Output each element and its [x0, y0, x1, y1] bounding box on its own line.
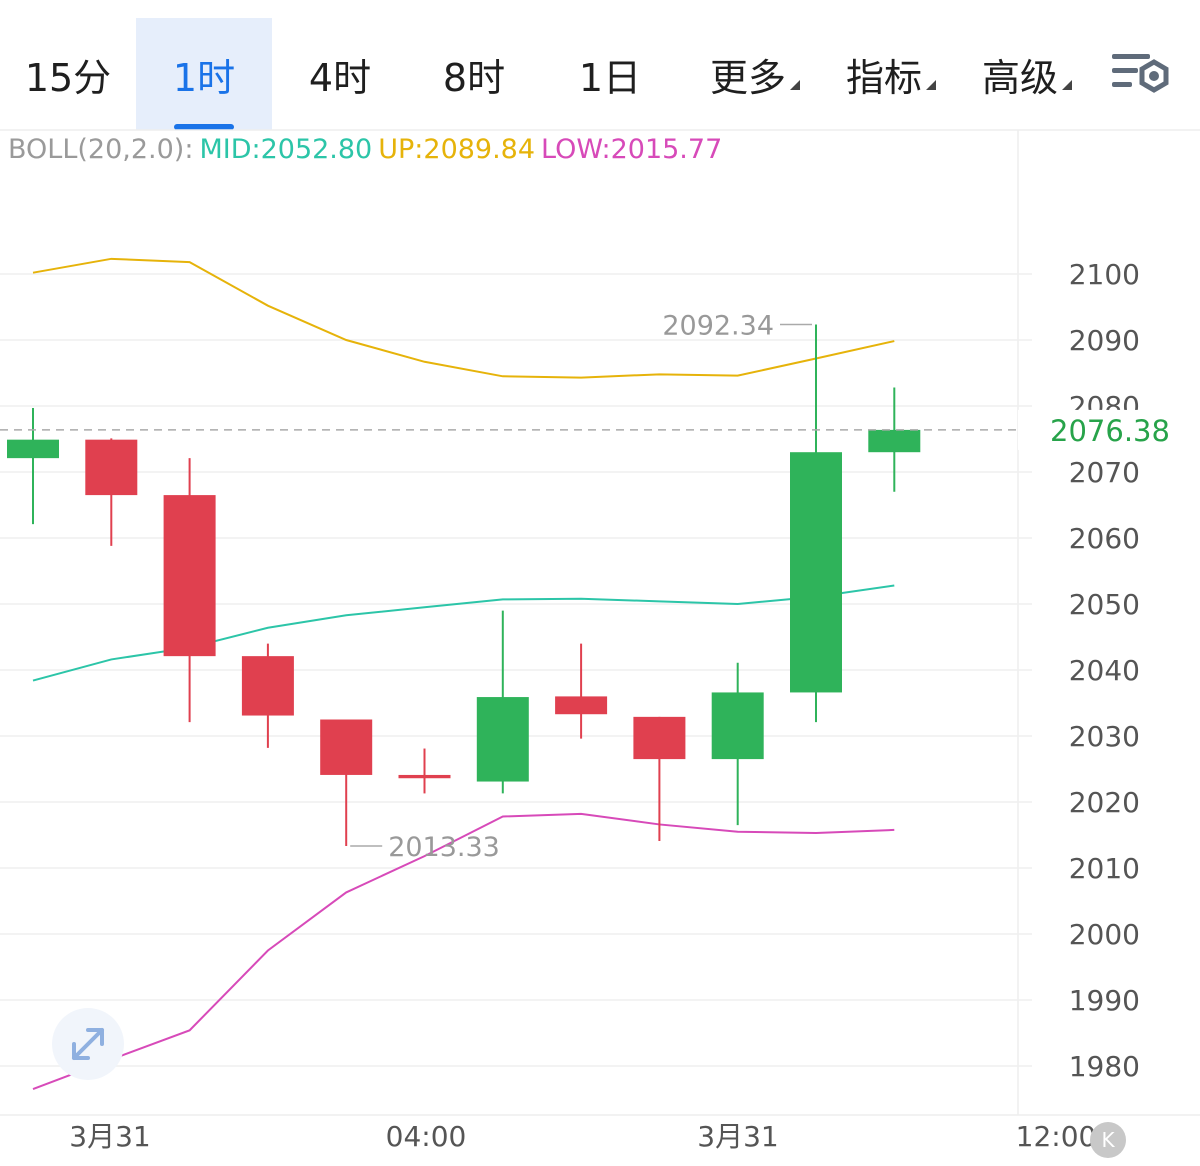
x-tick-label: 04:00 [386, 1120, 467, 1153]
tab-label: 15分 [24, 55, 112, 100]
x-tick-label: 3月31 [69, 1120, 150, 1153]
boll-mid-value: MID:2052.80 [199, 134, 373, 165]
tab-label: 高级 [981, 55, 1058, 100]
y-tick-label: 1990 [1069, 984, 1140, 1017]
candle-up [790, 452, 842, 693]
high-annotation-label: 2092.34 [662, 311, 774, 342]
candle-down [320, 719, 373, 775]
y-tick-label: 2010 [1069, 852, 1140, 885]
active-tab-indicator [174, 124, 234, 130]
candle-up [711, 692, 764, 760]
candle-up [868, 429, 921, 453]
y-tick-label: 2030 [1069, 720, 1140, 753]
y-tick-label: 2040 [1069, 654, 1140, 687]
boll-mid-line [32, 584, 895, 682]
candle-down [633, 716, 686, 760]
candle-down [398, 774, 451, 779]
y-tick-label: 2070 [1069, 456, 1140, 489]
dropdown-corner-icon [926, 80, 936, 90]
tab-more[interactable]: 更多 [696, 18, 814, 130]
boll-prefix: BOLL(20,2.0): [8, 134, 194, 165]
tab-4hour[interactable]: 4时 [276, 18, 404, 130]
tab-label: 1日 [578, 55, 642, 100]
tab-advanced[interactable]: 高级 [968, 18, 1086, 130]
y-tick-label: 1980 [1069, 1050, 1140, 1083]
candle-down [555, 696, 608, 715]
y-tick-label: 2000 [1069, 918, 1140, 951]
candle-up [7, 439, 59, 459]
candle-down [241, 656, 294, 716]
tab-label: 4时 [308, 55, 372, 100]
last-price-label: 2076.38 [1050, 414, 1170, 448]
boll-low-line [32, 812, 895, 1091]
candle-up [476, 697, 529, 782]
tab-label: 8时 [442, 55, 506, 100]
expand-arrows-icon [72, 1028, 104, 1060]
boll-up-value: UP:2089.84 [378, 134, 536, 165]
tab-1hour[interactable]: 1时 [136, 18, 272, 130]
chart-settings-icon[interactable] [1110, 48, 1172, 100]
dropdown-corner-icon [1062, 80, 1072, 90]
boll-indicator-header: BOLL(20,2.0): MID:2052.80 UP:2089.84 LOW:20… [8, 134, 728, 165]
last-price-label-bg [1018, 409, 1200, 450]
y-tick-label: 2100 [1069, 258, 1140, 291]
candle-down [163, 495, 216, 657]
tab-label: 指标 [845, 55, 922, 100]
tab-label: 1时 [172, 55, 236, 100]
tab-8hour[interactable]: 8时 [410, 18, 538, 130]
tab-indicators[interactable]: 指标 [832, 18, 950, 130]
dropdown-corner-icon [790, 80, 800, 90]
tab-label: 更多 [709, 55, 786, 100]
timeframe-tabbar: 15分 1时 4时 8时 1日 更多 指标 高级 [0, 0, 1200, 130]
y-tick-label: 2060 [1069, 522, 1140, 555]
boll-up-line [32, 257, 895, 379]
k-line-button[interactable]: K [1090, 1122, 1126, 1158]
y-tick-label: 2050 [1069, 588, 1140, 621]
y-tick-label: 2090 [1069, 324, 1140, 357]
x-tick-label: 3月31 [697, 1120, 778, 1153]
boll-low-value: LOW:2015.77 [541, 134, 723, 165]
x-tick-label: 12:00 [1016, 1120, 1097, 1153]
tab-15min[interactable]: 15分 [4, 18, 132, 130]
candle-down [85, 439, 138, 496]
expand-chart-button[interactable] [52, 1008, 124, 1080]
tab-1day[interactable]: 1日 [546, 18, 674, 130]
low-annotation-label: 2013.33 [388, 832, 500, 863]
y-tick-label: 2020 [1069, 786, 1140, 819]
